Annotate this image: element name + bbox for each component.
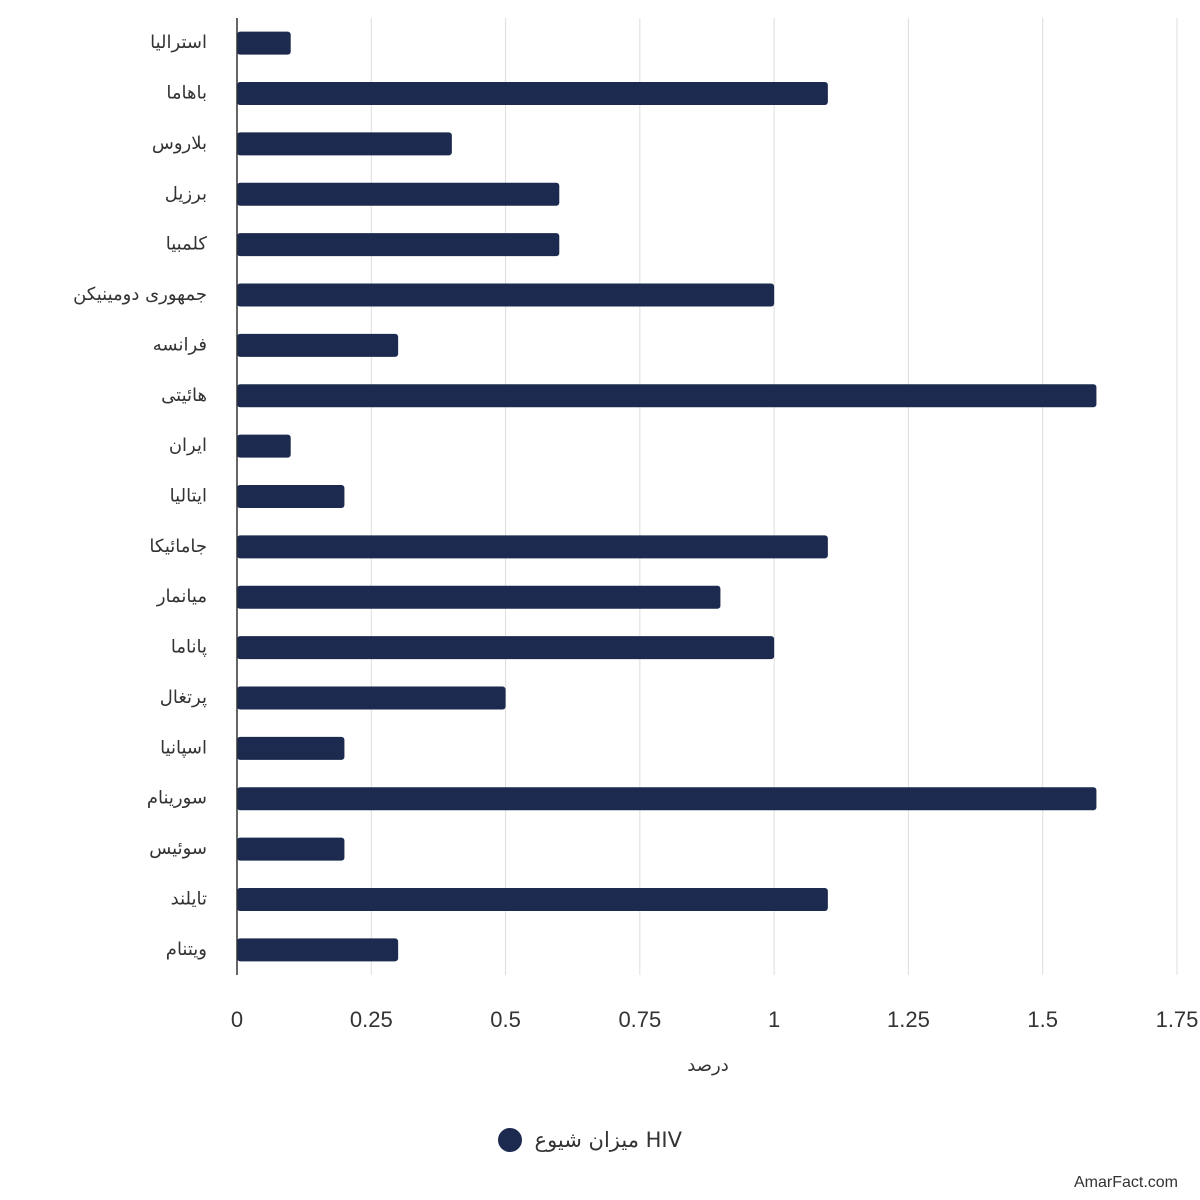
bar — [237, 736, 345, 760]
legend-label: میزان شیوع HIV — [535, 1128, 683, 1152]
bar — [237, 636, 775, 660]
bar — [237, 485, 345, 508]
bar — [237, 82, 828, 106]
bar — [237, 887, 828, 911]
y-tick-label: ایران — [169, 435, 207, 456]
y-tick-label: هائیتی — [161, 385, 207, 406]
x-tick-label: 0.5 — [490, 1007, 521, 1032]
bar — [237, 384, 1097, 408]
y-tick-label: ایتالیا — [170, 486, 207, 507]
bar — [237, 283, 775, 307]
bar — [237, 233, 560, 257]
bar — [237, 686, 506, 710]
x-tick-label: 0.75 — [618, 1007, 661, 1032]
y-tick-label: سورینام — [147, 788, 207, 809]
bar — [237, 132, 452, 156]
y-tick-label: جامائیکا — [149, 536, 207, 557]
y-tick-label: اسپانیا — [160, 737, 207, 758]
y-tick-label: باهاما — [166, 83, 207, 104]
y-tick-label: کلمبیا — [166, 234, 208, 255]
bar — [237, 938, 399, 962]
y-tick-label: پرتغال — [160, 687, 207, 708]
x-tick-label: 1.75 — [1156, 1007, 1199, 1032]
bar — [237, 787, 1097, 811]
bar — [237, 31, 291, 55]
x-axis-label: درصد — [687, 1055, 728, 1076]
y-tick-label: میانمار — [156, 586, 207, 607]
watermark: AmarFact.com — [1074, 1174, 1178, 1191]
x-tick-label: 1 — [768, 1007, 780, 1032]
x-tick-label: 0 — [231, 1007, 243, 1032]
y-tick-label: برزیل — [165, 183, 207, 204]
bar — [237, 333, 399, 357]
y-tick-label: جمهوری دومینیکن — [73, 284, 207, 305]
y-tick-label: استرالیا — [150, 32, 207, 53]
x-tick-label: 1.25 — [887, 1007, 930, 1032]
y-tick-label: پاناما — [171, 637, 207, 658]
y-tick-label: بلاروس — [152, 133, 207, 154]
legend-marker — [498, 1128, 522, 1152]
x-tick-label: 0.25 — [350, 1007, 393, 1032]
y-tick-label: تایلند — [171, 888, 207, 909]
y-tick-label: فرانسه — [153, 334, 207, 355]
bar — [237, 837, 345, 861]
bar — [237, 535, 828, 559]
y-tick-label: سوئیس — [149, 838, 207, 859]
bar — [237, 434, 291, 458]
y-tick-label: ویتنام — [166, 939, 207, 960]
x-tick-label: 1.5 — [1027, 1007, 1058, 1032]
bar — [237, 585, 721, 609]
bar — [237, 182, 560, 206]
